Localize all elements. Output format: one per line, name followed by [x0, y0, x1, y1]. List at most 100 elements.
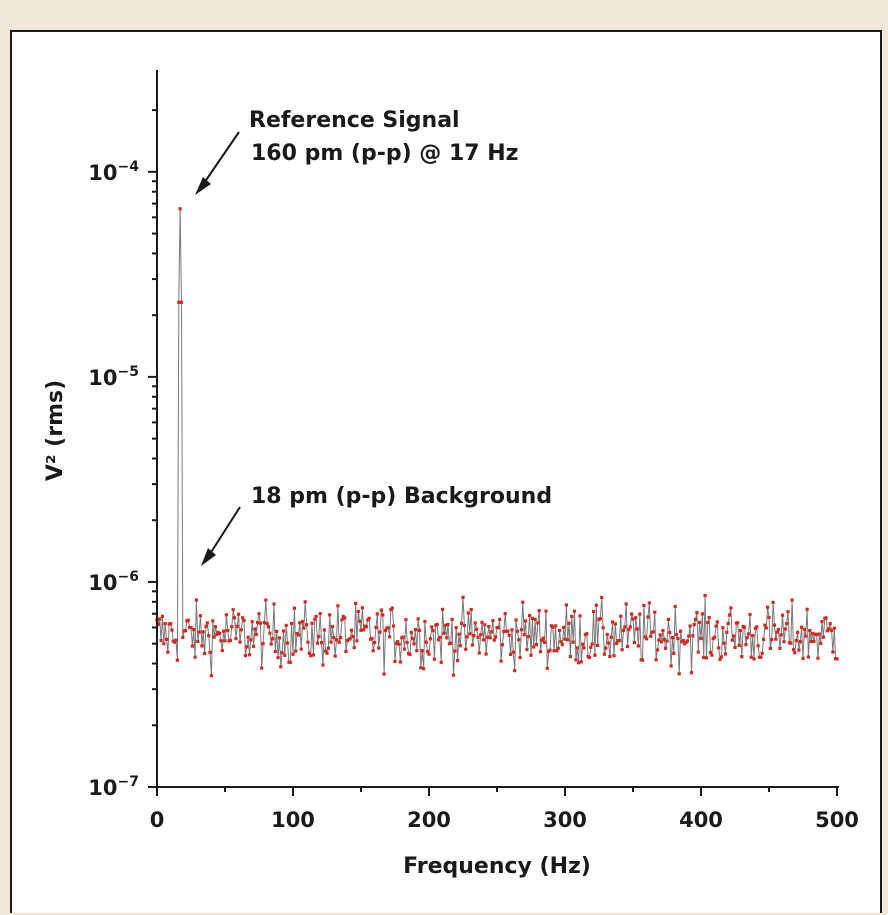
data-point — [344, 649, 348, 654]
data-point — [596, 643, 600, 647]
data-point — [235, 624, 239, 628]
data-point — [613, 622, 617, 626]
data-point — [156, 622, 160, 626]
data-point — [783, 627, 787, 631]
data-point — [475, 627, 479, 631]
data-point — [700, 612, 704, 616]
data-point — [668, 630, 672, 635]
data-point — [617, 639, 621, 643]
data-point — [477, 651, 481, 655]
data-point — [831, 650, 835, 654]
data-point — [309, 654, 313, 658]
data-point — [529, 653, 533, 657]
data-point — [249, 638, 253, 642]
data-point — [548, 648, 552, 652]
data-point — [298, 621, 302, 625]
annotation-arrowhead — [195, 177, 211, 195]
data-point — [695, 611, 699, 615]
data-point — [360, 606, 364, 610]
data-point — [577, 661, 581, 665]
data-point — [698, 620, 702, 625]
data-point — [532, 645, 536, 649]
data-point — [519, 628, 524, 632]
data-point — [336, 604, 340, 608]
data-point — [302, 626, 306, 630]
data-point — [253, 627, 257, 631]
data-point — [241, 616, 245, 620]
data-point — [642, 603, 646, 607]
data-point — [526, 635, 530, 639]
data-point — [269, 642, 273, 646]
data-point — [325, 651, 329, 655]
data-point — [643, 635, 647, 639]
data-point — [558, 628, 562, 633]
data-point — [760, 651, 764, 655]
data-point — [163, 622, 167, 626]
data-point — [635, 627, 639, 631]
data-point — [702, 655, 706, 660]
data-point — [218, 631, 222, 636]
annotation-text: Reference Signal — [249, 108, 460, 133]
data-point — [224, 613, 228, 617]
data-point — [373, 641, 377, 645]
data-point — [481, 638, 485, 642]
data-point — [158, 617, 162, 621]
data-point — [791, 648, 796, 652]
data-point — [446, 623, 450, 627]
data-point — [521, 600, 525, 604]
data-point — [177, 300, 181, 304]
data-point — [687, 634, 691, 638]
data-point — [638, 612, 642, 616]
data-point — [832, 626, 836, 630]
data-point — [536, 621, 540, 625]
data-point — [464, 647, 468, 651]
data-point — [593, 653, 597, 657]
data-point — [619, 614, 623, 618]
data-point — [660, 640, 664, 644]
data-point — [562, 625, 566, 629]
data-point — [402, 647, 407, 651]
data-point — [390, 606, 394, 610]
data-point — [511, 650, 515, 654]
data-point — [291, 652, 295, 656]
data-point — [252, 644, 256, 648]
data-point — [160, 614, 164, 618]
data-point — [524, 619, 528, 623]
series-line — [156, 208, 838, 676]
data-point — [772, 623, 776, 627]
data-point — [381, 613, 385, 617]
data-point — [435, 622, 439, 626]
data-point — [412, 642, 416, 646]
data-point — [383, 628, 388, 633]
data-point — [197, 630, 201, 634]
data-point — [615, 641, 619, 645]
data-point — [566, 638, 570, 642]
data-point — [379, 608, 383, 612]
data-point — [279, 665, 283, 669]
data-point — [317, 635, 321, 639]
data-point — [798, 640, 802, 644]
data-point — [677, 672, 681, 676]
data-point — [514, 618, 518, 622]
data-point — [450, 617, 454, 622]
data-point — [620, 648, 624, 652]
data-point — [756, 644, 760, 648]
data-point — [816, 656, 820, 660]
data-point — [230, 625, 234, 629]
x-tick-label: 0 — [150, 808, 165, 832]
data-point — [276, 656, 280, 660]
data-point — [541, 636, 545, 640]
data-point — [815, 633, 819, 637]
data-point — [525, 648, 529, 652]
data-point — [460, 621, 464, 625]
data-point — [714, 624, 718, 628]
data-point — [636, 644, 640, 648]
data-point — [491, 619, 495, 623]
data-point — [306, 640, 310, 644]
data-point — [789, 641, 793, 645]
data-point — [300, 619, 305, 624]
data-point — [281, 629, 286, 633]
data-point — [209, 674, 213, 678]
data-point — [192, 628, 196, 632]
data-point — [817, 632, 821, 636]
